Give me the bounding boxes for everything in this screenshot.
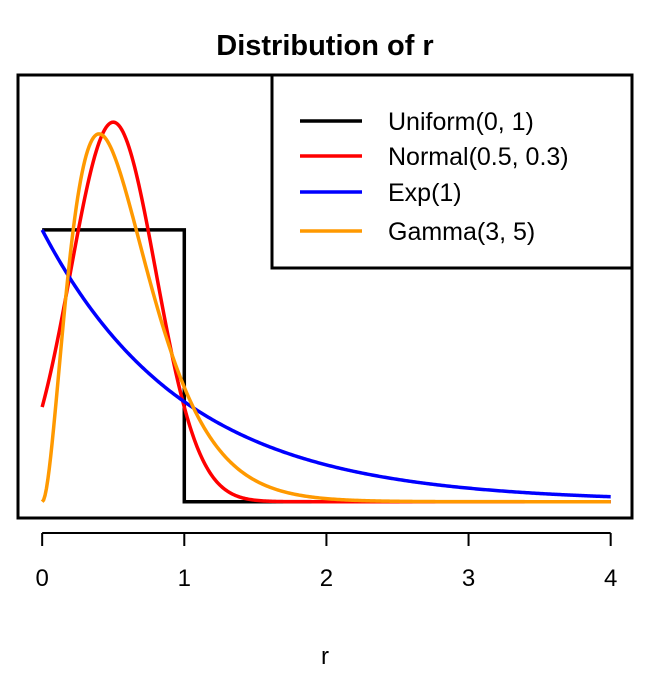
x-tick-label: 1 [178, 565, 191, 592]
legend: Uniform(0, 1) Normal(0.5, 0.3) Exp(1) Gamma… [270, 73, 634, 270]
series-line-0 [42, 228, 611, 504]
legend-label: Exp(1) [388, 179, 462, 207]
x-tick-label: 4 [604, 565, 617, 592]
legend-label: Uniform(0, 1) [388, 108, 534, 136]
curves [40, 120, 611, 504]
x-tick-label: 3 [462, 565, 475, 592]
x-tick-label: 0 [35, 565, 48, 592]
series-line-2 [40, 229, 611, 499]
legend-label: Normal(0.5, 0.3) [388, 143, 569, 171]
legend-box [270, 73, 634, 270]
series-line-3 [40, 132, 611, 504]
x-tick-label: 2 [320, 565, 333, 592]
legend-label: Gamma(3, 5) [388, 218, 535, 246]
x-axis: 0 1 2 3 4 [35, 532, 617, 592]
x-axis-label: r [321, 643, 329, 670]
chart-title: Distribution of r [216, 30, 433, 62]
